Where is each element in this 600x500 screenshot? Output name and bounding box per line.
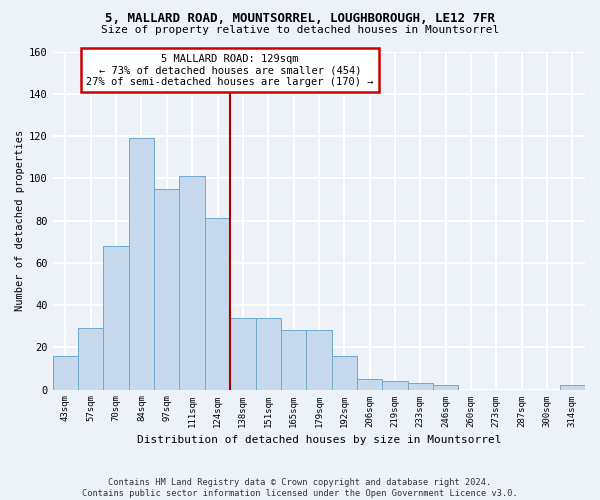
Bar <box>433 386 458 390</box>
Bar <box>382 381 407 390</box>
Bar <box>230 318 256 390</box>
Bar <box>332 356 357 390</box>
Bar <box>129 138 154 390</box>
Bar <box>560 386 585 390</box>
Text: 5 MALLARD ROAD: 129sqm
← 73% of detached houses are smaller (454)
27% of semi-de: 5 MALLARD ROAD: 129sqm ← 73% of detached… <box>86 54 374 87</box>
Bar <box>179 176 205 390</box>
Bar <box>78 328 103 390</box>
Y-axis label: Number of detached properties: Number of detached properties <box>15 130 25 311</box>
Bar <box>281 330 306 390</box>
Bar <box>306 330 332 390</box>
Bar <box>256 318 281 390</box>
Bar <box>205 218 230 390</box>
Bar <box>154 189 179 390</box>
Bar <box>103 246 129 390</box>
Bar <box>407 383 433 390</box>
Text: 5, MALLARD ROAD, MOUNTSORREL, LOUGHBOROUGH, LE12 7FR: 5, MALLARD ROAD, MOUNTSORREL, LOUGHBOROU… <box>105 12 495 26</box>
Bar <box>53 356 78 390</box>
Text: Size of property relative to detached houses in Mountsorrel: Size of property relative to detached ho… <box>101 25 499 35</box>
Bar <box>357 379 382 390</box>
X-axis label: Distribution of detached houses by size in Mountsorrel: Distribution of detached houses by size … <box>137 435 501 445</box>
Text: Contains HM Land Registry data © Crown copyright and database right 2024.
Contai: Contains HM Land Registry data © Crown c… <box>82 478 518 498</box>
